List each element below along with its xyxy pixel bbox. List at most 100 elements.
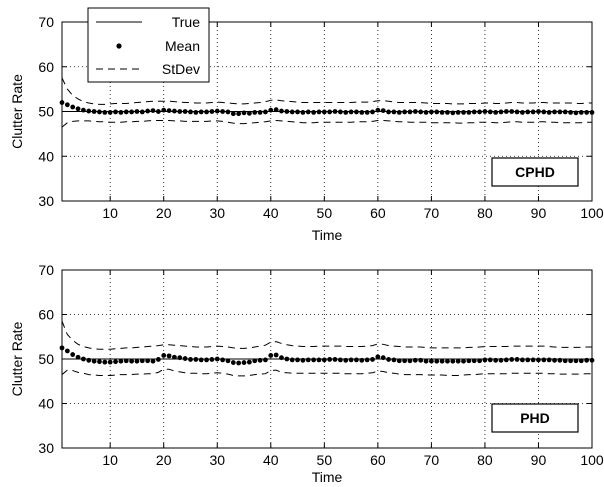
series-mean-point <box>86 108 92 114</box>
series-mean-point <box>552 357 557 363</box>
series-mean-point <box>230 111 236 117</box>
series-mean-point <box>525 109 531 115</box>
series-mean-point <box>134 358 140 364</box>
x-tick-label: 10 <box>102 452 118 468</box>
series-mean-point <box>198 109 204 115</box>
series-mean-point <box>343 110 349 115</box>
method-tag-box <box>491 157 579 187</box>
series-mean-point <box>418 109 424 115</box>
x-tick-label: 40 <box>263 452 279 468</box>
series-mean-point <box>536 357 541 363</box>
series-stdev-upper-line <box>61 77 592 105</box>
y-tick-label: 70 <box>38 262 54 278</box>
series-mean-point <box>289 109 295 115</box>
chart-panel-2: 10 20 30 40 50 60 70 80 90 100 30 40 50 60 70 Time Clutt… <box>9 262 604 485</box>
series-mean-point <box>252 110 258 115</box>
series-mean-point <box>412 357 418 363</box>
series-mean-point <box>161 107 167 113</box>
x-tick-label: 100 <box>580 452 604 468</box>
y-tick-label: 40 <box>38 148 54 164</box>
y-axis-label: Clutter Rate <box>9 74 25 149</box>
legend-mean-swatch <box>116 43 122 49</box>
series-mean-point <box>514 109 520 115</box>
series-stdev-upper-line <box>61 320 592 350</box>
series-mean-point <box>471 358 477 364</box>
series-mean-point <box>225 358 231 364</box>
series-mean-point <box>81 107 86 113</box>
series-mean-point <box>316 109 322 115</box>
series-mean-point <box>375 107 381 113</box>
series-mean-point <box>123 358 129 364</box>
series-mean-point <box>418 357 424 363</box>
series-mean-point <box>380 355 386 361</box>
series-mean-point <box>370 357 375 362</box>
series-mean-point <box>498 109 504 115</box>
series-mean-point <box>113 109 118 115</box>
series-mean-point <box>107 110 113 115</box>
legend-entry-label: StDev <box>162 61 200 77</box>
series-mean-point <box>487 109 493 115</box>
series-mean-point <box>578 358 584 364</box>
series-mean-point <box>284 356 290 362</box>
legend: True Mean StDev <box>87 7 210 83</box>
series-mean-point <box>471 109 477 115</box>
series-stdev-lower-line <box>61 368 592 377</box>
series-mean-point <box>332 357 338 362</box>
series-mean-point <box>573 358 579 364</box>
series-mean-point <box>455 110 461 115</box>
series-mean-point <box>568 110 573 115</box>
series-mean-point <box>257 357 263 363</box>
series-mean-point <box>246 359 252 365</box>
series-mean-point <box>204 109 209 115</box>
series-mean-point <box>193 110 199 115</box>
series-mean-point <box>172 108 177 114</box>
series-mean-point <box>321 357 327 363</box>
y-tick-label: 60 <box>38 59 54 75</box>
series-mean-point <box>428 109 434 115</box>
series-mean-point <box>439 110 445 115</box>
series-mean-point <box>343 357 349 363</box>
series-mean-point <box>348 109 354 115</box>
series-mean-point <box>198 357 204 363</box>
legend-entry-label: Mean <box>165 38 200 54</box>
series-mean-point <box>423 358 429 364</box>
series-mean-point <box>102 110 108 115</box>
x-tick-label: 90 <box>531 452 547 468</box>
series-mean-point <box>562 358 568 364</box>
series-mean-point <box>337 109 343 115</box>
series-mean-point <box>412 109 418 114</box>
series-mean-point <box>568 358 573 364</box>
series-mean-point <box>129 109 135 115</box>
series-mean-point <box>86 357 92 363</box>
series-mean-point <box>477 358 482 364</box>
series-mean-point <box>188 357 193 362</box>
series-mean-point <box>166 108 172 113</box>
series-mean-point <box>97 109 102 115</box>
series-mean-point <box>348 357 354 363</box>
series-mean-point <box>391 109 397 115</box>
series-mean-point <box>64 102 70 108</box>
series-mean-point <box>177 355 183 361</box>
series-mean-point <box>273 107 279 113</box>
series-mean-point <box>188 109 193 115</box>
series-mean-point <box>439 358 445 364</box>
x-tick-label: 100 <box>580 205 604 221</box>
series-mean-point <box>557 357 563 363</box>
series-mean-point <box>327 357 333 362</box>
series-mean-point <box>161 353 167 358</box>
series-mean-point <box>530 357 536 363</box>
series-mean-point <box>461 110 466 115</box>
series-mean-point <box>509 109 515 114</box>
series-mean-point <box>150 358 156 364</box>
series-mean-point <box>204 357 209 363</box>
series-mean-point <box>386 109 391 115</box>
series-mean-point <box>91 358 97 364</box>
series-mean-point <box>118 358 124 364</box>
legend-box <box>87 7 210 83</box>
series-mean-point <box>225 109 231 115</box>
series-mean-point <box>402 109 408 115</box>
x-tick-label: 20 <box>156 452 172 468</box>
x-tick-label: 70 <box>424 452 440 468</box>
method-tag-box <box>491 403 579 433</box>
series-mean-point <box>530 109 536 115</box>
